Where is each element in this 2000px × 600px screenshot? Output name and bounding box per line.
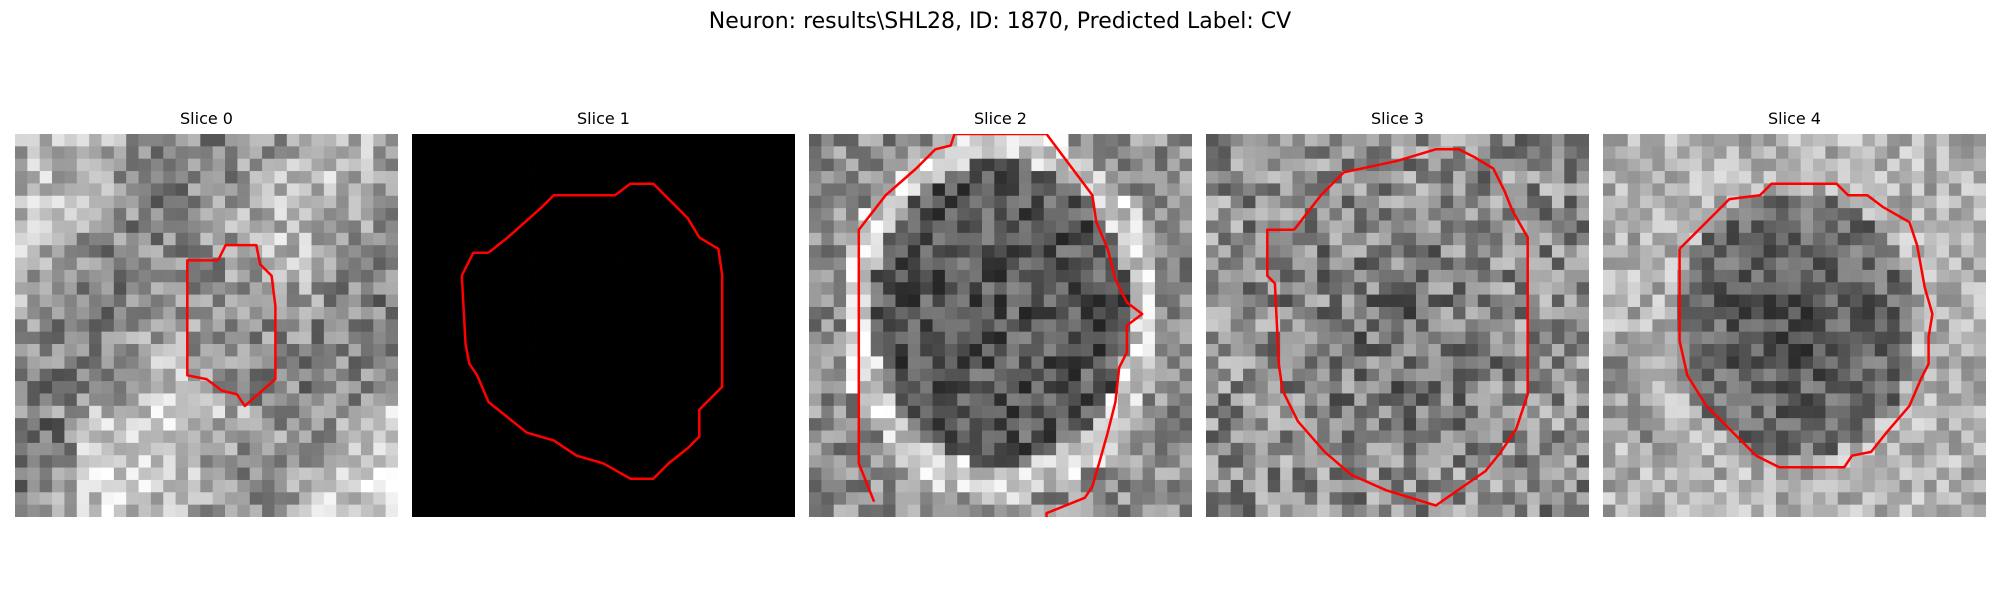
pixel-grid [1206,134,1589,517]
slice-image-2 [809,134,1192,517]
pixel-grid [1603,134,1986,517]
slice-image-3 [1206,134,1589,517]
contour-outline [460,182,724,480]
contour-outline [1678,182,1934,469]
slice-title-1: Slice 1 [577,109,630,128]
slice-title-3: Slice 3 [1371,109,1424,128]
slice-panel-1: Slice 1 [412,109,795,519]
slice-title-4: Slice 4 [1768,109,1821,128]
pixel-grid [15,134,398,517]
slice-title-2: Slice 2 [974,109,1027,128]
pixel-grid [809,134,1192,517]
slice-panel-0: Slice 0 [15,109,398,519]
slice-image-1 [412,134,795,517]
figure-title: Neuron: results\SHL28, ID: 1870, Predict… [708,9,1292,34]
slice-panel-3: Slice 3 [1206,109,1589,519]
contour-outline [186,243,277,408]
slice-title-0: Slice 0 [180,109,233,128]
slice-image-4 [1603,134,1986,517]
slice-panel-4: Slice 4 [1603,109,1986,519]
slice-panel-2: Slice 2 [809,109,1192,519]
contour-outline [1266,148,1529,507]
slice-image-0 [15,134,398,517]
contour-outline [857,134,1144,517]
pixel-grid [412,134,795,517]
